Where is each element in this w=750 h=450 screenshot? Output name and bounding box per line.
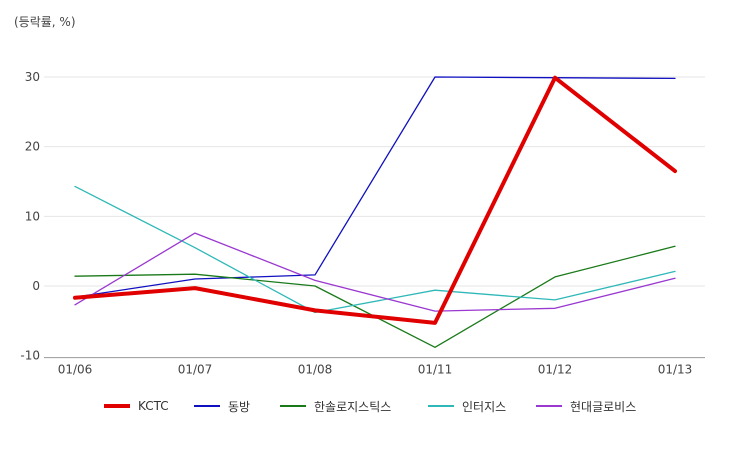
legend-label: 한솔로지스틱스 xyxy=(314,399,392,414)
legend-swatch xyxy=(280,405,306,407)
x-tick-label: 01/08 xyxy=(298,363,333,377)
x-tick-label: 01/07 xyxy=(178,363,213,377)
line-chart: 30 20 10 0 -10 01/06 01/07 01/08 01/11 01/12 01/1… xyxy=(20,70,705,377)
series-line-3 xyxy=(74,185,676,314)
series-lines xyxy=(73,75,677,348)
y-tick-label: 30 xyxy=(25,70,40,84)
series-line-0 xyxy=(73,75,677,325)
legend-item[interactable]: 한솔로지스틱스 xyxy=(280,396,391,416)
legend-swatch xyxy=(428,405,454,407)
y-tick-label: 0 xyxy=(32,279,40,293)
legend-label: 동방 xyxy=(228,399,251,414)
legend-swatch xyxy=(536,405,562,407)
x-axis-ticks: 01/06 01/07 01/08 01/11 01/12 01/13 xyxy=(58,363,693,377)
y-tick-label: 20 xyxy=(25,140,40,154)
legend-item[interactable]: 인터지스 xyxy=(428,396,506,416)
legend-label: KCTC xyxy=(138,399,169,413)
legend-item[interactable]: KCTC xyxy=(104,396,169,416)
legend-item[interactable]: 현대글로비스 xyxy=(536,396,636,416)
series-line-2 xyxy=(74,245,676,348)
gridlines xyxy=(44,76,705,359)
legend-swatch xyxy=(194,405,220,407)
series-line-1 xyxy=(74,76,676,298)
y-axis-unit-label: (등락률, %) xyxy=(14,15,76,29)
x-tick-label: 01/06 xyxy=(58,363,93,377)
legend-item[interactable]: 동방 xyxy=(194,396,250,416)
x-tick-label: 01/11 xyxy=(418,363,453,377)
x-tick-label: 01/13 xyxy=(658,363,693,377)
y-tick-label: -10 xyxy=(20,349,40,363)
series-line-4 xyxy=(74,232,676,312)
legend-swatch xyxy=(104,404,130,408)
x-tick-label: 01/12 xyxy=(538,363,573,377)
y-tick-label: 10 xyxy=(25,209,40,223)
chart-legend: KCTC 동방 한솔로지스틱스 인터지스 현대글로비스 xyxy=(0,396,750,416)
y-axis-ticks: 30 20 10 0 -10 xyxy=(20,70,40,363)
legend-label: 현대글로비스 xyxy=(570,399,637,414)
legend-label: 인터지스 xyxy=(462,399,507,414)
